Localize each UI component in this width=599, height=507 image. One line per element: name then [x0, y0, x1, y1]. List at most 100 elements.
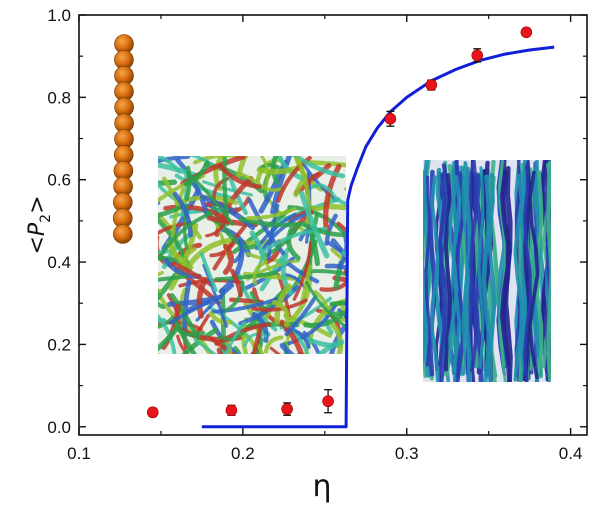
nematic-chain — [545, 166, 551, 382]
isotropic-chain — [158, 156, 190, 163]
isotropic-chain — [270, 156, 293, 215]
isotropic-chain — [224, 280, 245, 313]
isotropic-chain — [158, 301, 166, 310]
isotropic-chain — [272, 299, 291, 328]
plot-frame — [78, 14, 588, 436]
isotropic-chain — [329, 324, 346, 354]
isotropic-chain — [255, 337, 264, 354]
isotropic-chain — [188, 156, 218, 169]
isotropic-chain — [271, 156, 280, 185]
isotropic-chain — [205, 215, 228, 238]
isotropic-chain — [341, 250, 346, 259]
y-tick-label: 0.0 — [47, 418, 71, 437]
isotropic-chain — [158, 274, 188, 282]
y-tick-label: 0.2 — [47, 335, 71, 354]
isotropic-chain — [283, 272, 307, 289]
isotropic-chain — [196, 276, 208, 319]
y-axis-title-main: <P — [25, 222, 50, 254]
isotropic-chain — [292, 156, 346, 179]
isotropic-chain — [158, 221, 192, 236]
isotropic-chain — [243, 332, 267, 347]
y-tick-label: 0.4 — [47, 253, 71, 272]
isotropic-chain — [228, 297, 265, 305]
isotropic-chain — [158, 323, 181, 352]
isotropic-chain — [329, 190, 346, 206]
isotropic-chain — [230, 268, 243, 298]
isotropic-chain — [256, 344, 265, 354]
x-axis: 0.1 0.2 0.3 0.4 — [67, 15, 582, 463]
isotropic-chain — [222, 243, 234, 275]
nematic-chain — [451, 174, 462, 373]
isotropic-chain — [299, 190, 330, 259]
isotropic-chain — [168, 222, 199, 291]
isotropic-chain — [305, 280, 346, 329]
isotropic-chain — [330, 310, 346, 317]
y-axis-title-subscript: 2 — [38, 214, 54, 223]
isotropic-chain — [158, 211, 213, 260]
y-axis-title: <P2> — [25, 195, 54, 254]
isotropic-chain — [323, 163, 342, 233]
isotropic-chain — [163, 204, 231, 223]
isotropic-chain — [158, 270, 164, 277]
isotropic-chain — [168, 300, 211, 325]
chain-bead — [113, 224, 133, 244]
data-point — [520, 26, 533, 39]
isotropic-chain — [232, 345, 242, 354]
isotropic-chain — [330, 247, 346, 265]
nematic-chain — [546, 160, 551, 382]
isotropic-chain — [338, 316, 346, 323]
isotropic-chain — [259, 247, 290, 292]
nematic-chain — [522, 161, 532, 382]
isotropic-chain — [324, 263, 346, 270]
isotropic-chain — [247, 198, 286, 256]
isotropic-chain — [316, 339, 345, 354]
isotropic-chain — [211, 297, 279, 314]
isotropic-chain — [158, 179, 178, 186]
data-point — [146, 406, 159, 419]
isotropic-chain — [286, 226, 301, 261]
isotropic-chain — [158, 156, 182, 174]
isotropic-chain — [266, 203, 280, 261]
data-point — [425, 79, 438, 91]
nematic-chain — [437, 163, 450, 367]
y-axis: 0.0 0.2 0.4 0.6 0.8 1.0 — [47, 6, 587, 437]
isotropic-configuration-inset — [158, 156, 346, 354]
data-point — [281, 403, 293, 415]
isotropic-chain — [326, 240, 346, 257]
isotropic-chain — [319, 280, 346, 292]
isotropic-chain — [222, 156, 230, 217]
isotropic-chain — [181, 327, 219, 354]
isotropic-chain — [233, 239, 244, 264]
nematic-chain — [424, 175, 431, 367]
isotropic-chain — [285, 329, 290, 354]
isotropic-chain — [249, 230, 267, 261]
isotropic-chain — [218, 163, 262, 189]
bead-chain-inset — [112, 34, 134, 244]
isotropic-chain — [284, 295, 318, 337]
nematic-chain — [469, 160, 479, 373]
isotropic-chain — [158, 249, 174, 255]
y-axis-title-close: > — [25, 195, 50, 213]
isotropic-chain — [175, 157, 210, 218]
data-point — [471, 49, 484, 62]
isotropic-chain — [158, 313, 177, 354]
isotropic-chain — [303, 313, 344, 328]
isotropic-chain — [246, 207, 297, 220]
isotropic-chain — [223, 320, 247, 354]
isotropic-chain — [261, 211, 311, 250]
isotropic-chain — [158, 205, 182, 218]
nematic-chain — [448, 168, 459, 364]
isotropic-chain — [199, 251, 218, 293]
nematic-chain — [477, 166, 485, 369]
isotropic-chain — [171, 261, 215, 288]
nematic-chain — [443, 173, 453, 372]
isotropic-chain — [324, 213, 338, 246]
inset-images — [112, 34, 551, 382]
isotropic-chain — [287, 262, 320, 284]
isotropic-chain — [184, 165, 192, 201]
isotropic-chain — [216, 347, 224, 354]
isotropic-chain — [252, 260, 268, 285]
isotropic-chain — [214, 270, 279, 282]
nematic-chain — [481, 174, 492, 382]
isotropic-chain — [158, 315, 175, 329]
